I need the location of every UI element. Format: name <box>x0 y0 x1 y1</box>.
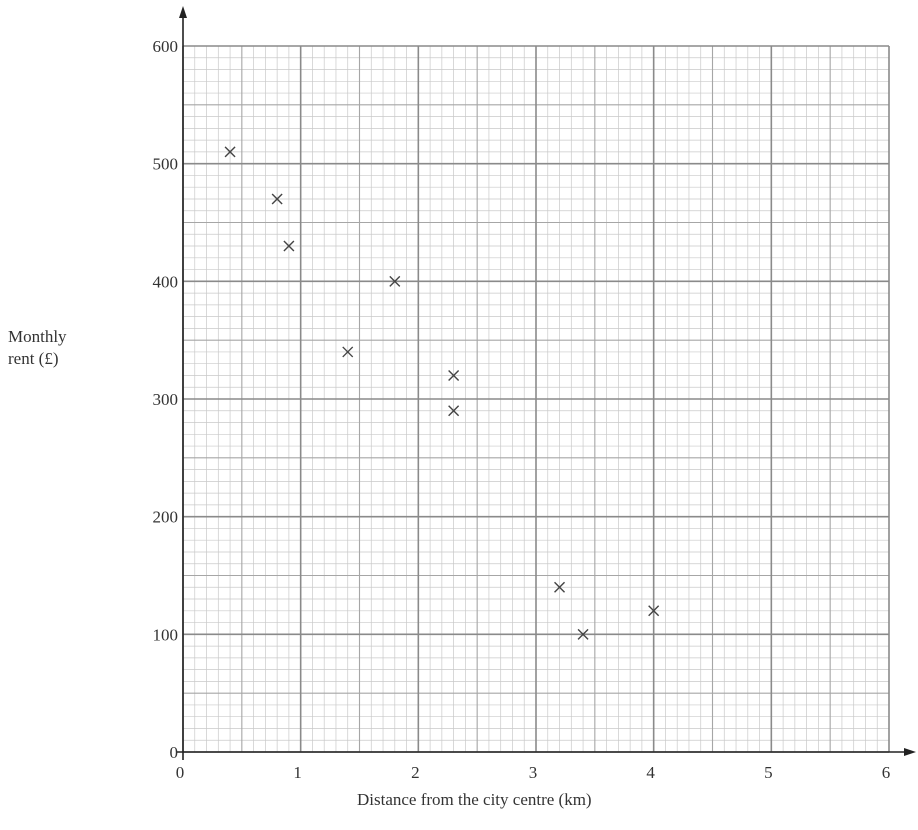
y-tick-label: 400 <box>153 272 179 291</box>
y-tick-label: 0 <box>170 743 179 762</box>
data-points <box>224 146 660 640</box>
x-tick-label: 3 <box>529 763 538 782</box>
cross-stroke <box>448 405 460 417</box>
data-point <box>342 346 354 358</box>
data-point <box>283 240 295 252</box>
y-tick-label: 200 <box>153 508 179 527</box>
y-tick-label: 100 <box>153 625 179 644</box>
x-tick-label: 0 <box>176 763 185 782</box>
x-tick-label: 6 <box>882 763 891 782</box>
y-axis-arrow-icon <box>179 6 187 18</box>
cross-stroke <box>448 369 460 381</box>
x-tick-label: 2 <box>411 763 420 782</box>
data-point <box>448 369 460 381</box>
y-tick-label: 600 <box>153 37 179 56</box>
data-point <box>389 275 401 287</box>
x-tick-label: 1 <box>293 763 302 782</box>
y-axis-label: Monthly rent (£) <box>8 326 108 370</box>
data-point <box>271 193 283 205</box>
y-tick-labels: 0 100 200 300 400 500 600 <box>153 37 179 762</box>
x-axis-arrow-icon <box>904 748 916 756</box>
data-point <box>448 405 460 417</box>
cross-stroke <box>648 605 660 617</box>
x-tick-label: 4 <box>646 763 655 782</box>
cross-stroke <box>389 275 401 287</box>
x-axis-label: Distance from the city centre (km) <box>357 790 592 809</box>
data-point <box>577 628 589 640</box>
y-tick-label: 300 <box>153 390 179 409</box>
cross-stroke <box>342 346 354 358</box>
cross-stroke <box>577 628 589 640</box>
data-point <box>224 146 236 158</box>
cross-stroke <box>224 146 236 158</box>
data-point <box>554 581 566 593</box>
y-axis-label-line-1: Monthly <box>8 327 67 346</box>
axes <box>177 6 916 760</box>
cross-stroke <box>554 581 566 593</box>
cross-stroke <box>271 193 283 205</box>
x-tick-label: 5 <box>764 763 773 782</box>
x-tick-labels: 0 1 2 3 4 5 6 <box>176 763 891 782</box>
data-point <box>648 605 660 617</box>
y-axis-label-line-2: rent (£) <box>8 349 59 368</box>
y-tick-label: 500 <box>153 155 179 174</box>
cross-stroke <box>283 240 295 252</box>
